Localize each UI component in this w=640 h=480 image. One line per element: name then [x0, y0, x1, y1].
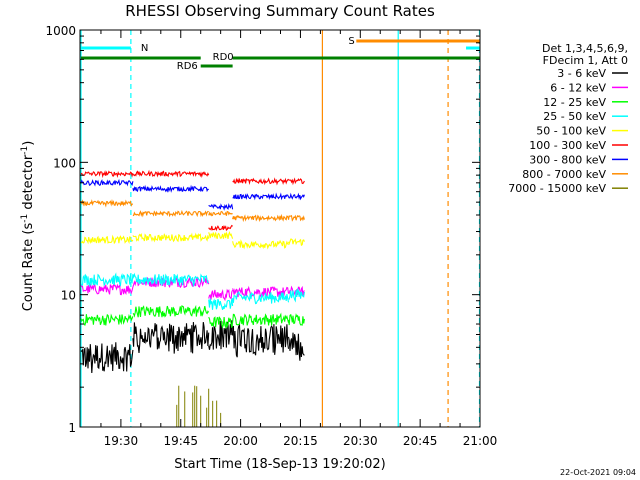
- y-tick-label: 100: [53, 156, 76, 170]
- legend-entry-label: 3 - 6 keV: [557, 67, 606, 80]
- y-tick-label: 1: [68, 421, 76, 435]
- series-trace-12to25keV: [232, 312, 290, 326]
- legend-entry-label: 300 - 800 keV: [529, 153, 606, 166]
- series-trace-300to800keV: [288, 192, 305, 201]
- saa-flag-label: S: [348, 36, 354, 47]
- plot-frame: [79, 29, 481, 428]
- y-tick-label: 1000: [45, 24, 76, 38]
- legend-entry-label: 25 - 50 keV: [543, 110, 606, 123]
- chart-title: RHESSI Observing Summary Count Rates: [125, 2, 435, 20]
- night-flag-label: N: [141, 43, 148, 54]
- series-trace-800to7000keV: [287, 214, 305, 222]
- series-trace-3to6keV: [132, 322, 210, 354]
- x-tick-label: 20:45: [403, 434, 438, 448]
- series-trace-100to300keV: [232, 177, 289, 186]
- series-trace-800to7000keV: [208, 210, 233, 217]
- series-trace-12to25keV: [132, 304, 210, 318]
- x-tick-label: 21:00: [463, 434, 498, 448]
- x-axis-label: Start Time (18-Sep-13 19:20:02): [174, 457, 385, 472]
- series-trace-100to300keV: [208, 224, 233, 232]
- series-trace-100to300keV: [132, 169, 210, 178]
- footer-date: 22-Oct-2021 09:04: [560, 468, 636, 477]
- rd0-flag-label: RD0: [213, 52, 234, 63]
- y-tick-label: 10: [61, 289, 76, 303]
- series-trace-12to25keV: [208, 316, 234, 330]
- legend-entry-label: 6 - 12 keV: [550, 81, 606, 94]
- series-trace-12to25keV: [287, 313, 305, 326]
- series-trace-12to25keV: [80, 313, 134, 327]
- x-tick-label: 20:30: [343, 434, 378, 448]
- series-trace-100to300keV: [80, 170, 134, 179]
- legend-entry-label: 12 - 25 keV: [543, 96, 606, 109]
- series-trace-6to12keV: [232, 285, 290, 299]
- x-tick-label: 20:15: [283, 434, 318, 448]
- series-trace-50to100keV: [80, 234, 134, 245]
- x-tick-label: 20:00: [223, 434, 258, 448]
- x-tick-label: 19:45: [163, 434, 198, 448]
- legend-entry-label: 800 - 7000 keV: [522, 168, 606, 181]
- series-trace-50to100keV: [132, 232, 210, 243]
- series-trace-800to7000keV: [232, 213, 290, 223]
- series-trace-25to50keV: [208, 298, 234, 310]
- series-trace-25to50keV: [80, 272, 134, 288]
- legend-entry-label: 100 - 300 keV: [529, 139, 606, 152]
- series-trace-300to800keV: [132, 184, 209, 193]
- legend-header-line: FDecim 1, Att 0: [543, 54, 628, 67]
- series-trace-100to300keV: [288, 177, 305, 186]
- legend-entry-label: 7000 - 15000 keV: [508, 182, 606, 195]
- series-trace-25to50keV: [288, 287, 305, 303]
- series-trace-25to50keV: [132, 272, 209, 288]
- x-tick-label: 19:30: [104, 434, 139, 448]
- series-trace-800to7000keV: [80, 199, 133, 208]
- series-trace-3to6keV: [208, 320, 234, 350]
- legend-entry-label: 50 - 100 keV: [536, 125, 606, 138]
- series-trace-300to800keV: [208, 203, 234, 211]
- series-trace-3to6keV: [232, 323, 290, 358]
- series-trace-50to100keV: [232, 239, 289, 250]
- series-trace-300to800keV: [80, 178, 134, 187]
- series-trace-25to50keV: [232, 291, 290, 305]
- y-axis-label: Count Rate (s-1 detector-1): [20, 141, 36, 312]
- series-trace-300to800keV: [232, 192, 289, 201]
- rd6-flag-label: RD6: [177, 61, 198, 72]
- legend-header-line: Det 1,3,4,5,6,9,: [542, 42, 628, 55]
- series-trace-3to6keV: [80, 342, 134, 374]
- series-trace-50to100keV: [287, 237, 305, 247]
- legend: Det 1,3,4,5,6,9,FDecim 1, Att 03 - 6 keV…: [508, 42, 628, 195]
- series-trace-6to12keV: [80, 283, 134, 296]
- series-trace-800to7000keV: [132, 209, 209, 218]
- series-trace-6to12keV: [208, 288, 234, 302]
- series-trace-3to6keV: [287, 332, 305, 361]
- series-trace-50to100keV: [208, 230, 234, 240]
